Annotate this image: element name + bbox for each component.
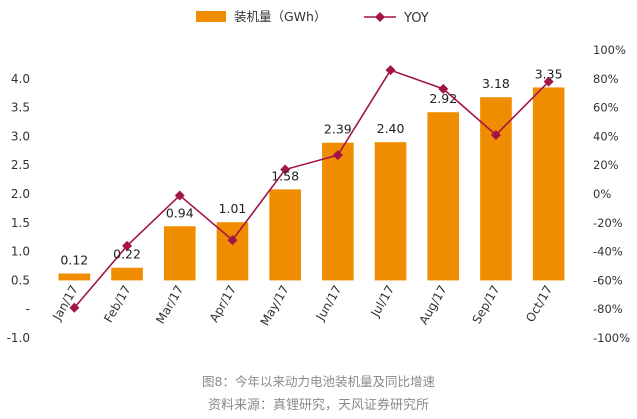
y-right-tick-label: 60% (593, 101, 619, 115)
legend: 装机量（GWh） YOY (196, 9, 429, 26)
y-right-tick-label: 100% (593, 43, 626, 57)
y-left-tick-label: -1.0 (7, 331, 30, 345)
yoy-marker (332, 150, 343, 161)
bar-series (58, 87, 565, 281)
y-right-tick-label: -100% (593, 331, 630, 345)
bar-value-label: 1.01 (219, 201, 247, 216)
bar-value-label: 0.22 (113, 247, 141, 262)
y-right-tick-label: -60% (593, 273, 623, 287)
bar-value-label: 2.92 (429, 91, 457, 106)
yoy-marker (543, 76, 554, 87)
yoy-marker (280, 164, 291, 175)
bar (427, 112, 460, 281)
y-axis-right: -100% -80% -60% -40% -20% 0% 20% 40% 60% 80% 100% (593, 43, 630, 345)
y-left-tick-label: 0.5 (11, 273, 30, 287)
bar-value-label: 2.40 (377, 121, 405, 136)
yoy-marker (490, 129, 501, 140)
x-tick-label: Oct/17 (523, 283, 555, 325)
yoy-marker (438, 83, 449, 94)
figure-source: 资料来源：真锂研究，天风证券研究所 (207, 398, 429, 413)
legend-marker (375, 12, 385, 22)
bar (163, 226, 196, 281)
x-tick-label: Jan/17 (49, 283, 81, 324)
bar (269, 189, 301, 281)
bar (58, 273, 91, 281)
bar (111, 267, 143, 281)
y-right-tick-label: 40% (593, 129, 619, 143)
bar-value-label: 3.18 (482, 76, 510, 91)
y-left-tick-label: 1.5 (11, 216, 30, 230)
x-axis-labels: Jan/17 Feb/17 Mar/17 Apr/17 May/17 Jun/17 Jul/… (49, 283, 555, 328)
y-left-tick-label: 3.0 (11, 129, 30, 143)
yoy-marker (385, 65, 396, 76)
bar-value-label: 3.35 (535, 66, 563, 81)
x-tick-label: Jun/17 (313, 283, 345, 324)
x-tick-label: Feb/17 (101, 283, 133, 325)
bar-value-label: 0.12 (60, 252, 88, 267)
bar (532, 87, 565, 281)
bar-data-labels: 0.12 0.22 0.94 1.01 1.58 2.39 2.40 2.92 3.18 3.35 (60, 66, 562, 267)
bar-value-label: 2.39 (324, 122, 352, 137)
figure-caption: 图8：今年以来动力电池装机量及同比增速 (202, 374, 435, 389)
y-left-tick-label: 3.5 (11, 101, 30, 115)
x-tick-label: Sep/17 (469, 283, 502, 326)
y-right-tick-label: -80% (593, 302, 623, 316)
y-right-tick-label: 20% (593, 158, 619, 172)
bar (480, 97, 512, 281)
legend-swatch-bar (196, 11, 226, 22)
legend-label-bar: 装机量（GWh） (234, 9, 326, 24)
bar-value-label: 0.94 (166, 205, 194, 220)
y-right-tick-label: 80% (593, 72, 619, 86)
x-tick-label: Jul/17 (368, 283, 398, 320)
bar (374, 142, 407, 281)
y-right-tick-label: -40% (593, 245, 623, 259)
y-left-tick-label: - (26, 302, 30, 316)
yoy-line (73, 69, 550, 309)
x-tick-label: Aug/17 (416, 283, 449, 327)
y-right-tick-label: -20% (593, 216, 623, 230)
y-left-tick-label: 4.0 (11, 72, 30, 86)
bar-value-label: 1.58 (271, 168, 299, 183)
y-left-tick-label: 1.0 (11, 245, 30, 259)
yoy-series (69, 65, 554, 313)
x-tick-label: Mar/17 (153, 283, 186, 326)
y-right-tick-label: 0% (593, 187, 611, 201)
y-left-tick-label: 2.0 (11, 187, 30, 201)
y-axis-left: -1.0 - 0.5 1.0 1.5 2.0 2.5 3.0 3.5 4.0 (7, 72, 30, 345)
yoy-marker (69, 302, 80, 313)
bar (322, 142, 354, 281)
yoy-marker (227, 235, 238, 246)
legend-label-line: YOY (403, 11, 429, 26)
chart: 装机量（GWh） YOY -1.0 - 0.5 1.0 1.5 2.0 2.5 3.0 3.5 4.… (7, 9, 631, 345)
yoy-marker (122, 240, 133, 251)
x-tick-label: Apr/17 (207, 283, 239, 325)
yoy-marker (174, 190, 185, 201)
x-tick-label: May/17 (258, 283, 292, 328)
y-left-tick-label: 2.5 (11, 158, 30, 172)
